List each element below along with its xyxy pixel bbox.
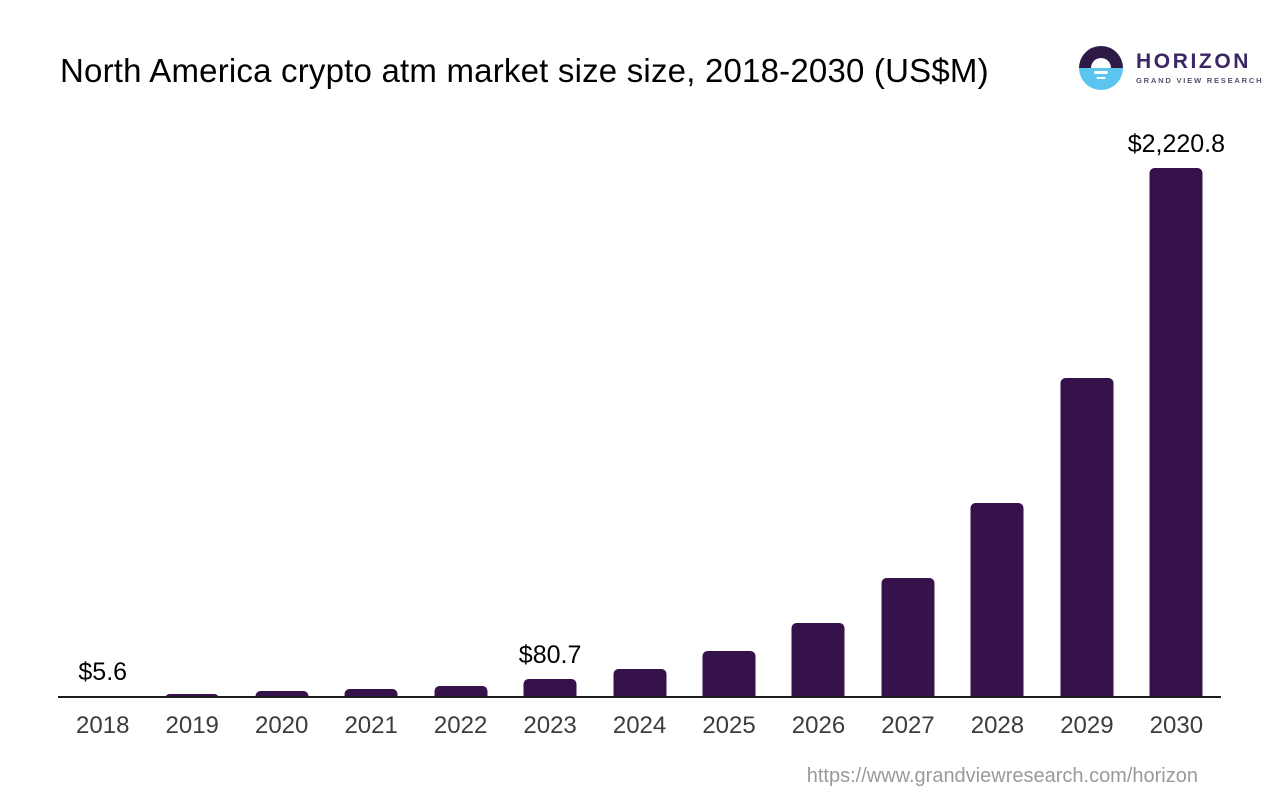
chart-title: North America crypto atm market size siz… — [60, 52, 989, 89]
bar-2022 — [434, 685, 488, 698]
x-tick-label-2020: 2020 — [254, 712, 309, 739]
logo-sun-arch — [1091, 58, 1111, 68]
x-tick-label-2026: 2026 — [791, 712, 846, 739]
bar-2029 — [1060, 378, 1114, 698]
bar-slot-2030: $2,220.8 — [1128, 130, 1225, 698]
bar-slot-2028 — [953, 168, 1042, 698]
bar-slot-2023: $80.7 — [505, 168, 594, 698]
logo-ripple-line — [1094, 71, 1108, 74]
x-tick-label-2021: 2021 — [344, 712, 398, 739]
bar-2023 — [523, 678, 577, 698]
bar-2024 — [613, 669, 667, 698]
bar-slot-2026 — [774, 168, 863, 698]
bar-slot-2021 — [326, 168, 415, 698]
bar-2021 — [344, 689, 398, 698]
bar-2030 — [1149, 168, 1203, 698]
x-axis-tick-labels: 2018 2019 2020 2021 2022 2023 2024 2025 2026 2027… — [58, 712, 1221, 740]
horizon-logo: HORIZON GRAND VIEW RESEARCH — [1079, 46, 1263, 90]
x-tick-label-2029: 2029 — [1060, 712, 1114, 739]
bar-slot-2022 — [416, 168, 505, 698]
bar-slot-2025 — [684, 168, 773, 698]
bar-slot-2029 — [1042, 168, 1131, 698]
bar-value-label-2023: $80.7 — [518, 640, 582, 669]
logo-brand-subtitle: GRAND VIEW RESEARCH — [1136, 76, 1264, 85]
x-tick-label-2028: 2028 — [970, 712, 1025, 739]
bar-2026 — [791, 623, 845, 698]
bar-slot-2019 — [147, 168, 236, 698]
source-url: https://www.grandviewresearch.com/horizo… — [806, 765, 1198, 787]
bar-slot-2018: $5.6 — [58, 168, 147, 698]
x-tick-label-2025: 2025 — [702, 712, 756, 739]
x-tick-label-2030: 2030 — [1149, 712, 1204, 739]
bar-slot-2027 — [863, 168, 952, 698]
bar-2028 — [970, 503, 1024, 698]
bar-2027 — [881, 578, 935, 698]
x-tick-label-2019: 2019 — [165, 712, 219, 739]
bar-slot-2020 — [237, 168, 326, 698]
logo-circle-top — [1079, 46, 1123, 68]
bar-slot-2024 — [595, 168, 684, 698]
bar-2020 — [255, 691, 309, 698]
horizon-logo-icon — [1079, 46, 1123, 90]
x-tick-label-2027: 2027 — [881, 712, 935, 739]
logo-brand-name: HORIZON — [1136, 50, 1252, 73]
bar-value-label-2018: $5.6 — [78, 658, 128, 686]
bar-chart-plot-area: $5.6 $80.7 $2,220.8 — [58, 130, 1225, 698]
x-tick-label-2022: 2022 — [433, 712, 488, 739]
x-tick-label-2024: 2024 — [612, 712, 667, 739]
x-axis-line — [58, 696, 1221, 698]
bar-2025 — [702, 651, 756, 698]
logo-text: HORIZON GRAND VIEW RESEARCH — [1136, 51, 1263, 85]
bar-value-label-2030: $2,220.8 — [1127, 130, 1226, 158]
x-tick-label-2018: 2018 — [76, 712, 130, 739]
logo-ripple-line — [1096, 77, 1106, 80]
x-tick-label-2023: 2023 — [523, 712, 577, 739]
